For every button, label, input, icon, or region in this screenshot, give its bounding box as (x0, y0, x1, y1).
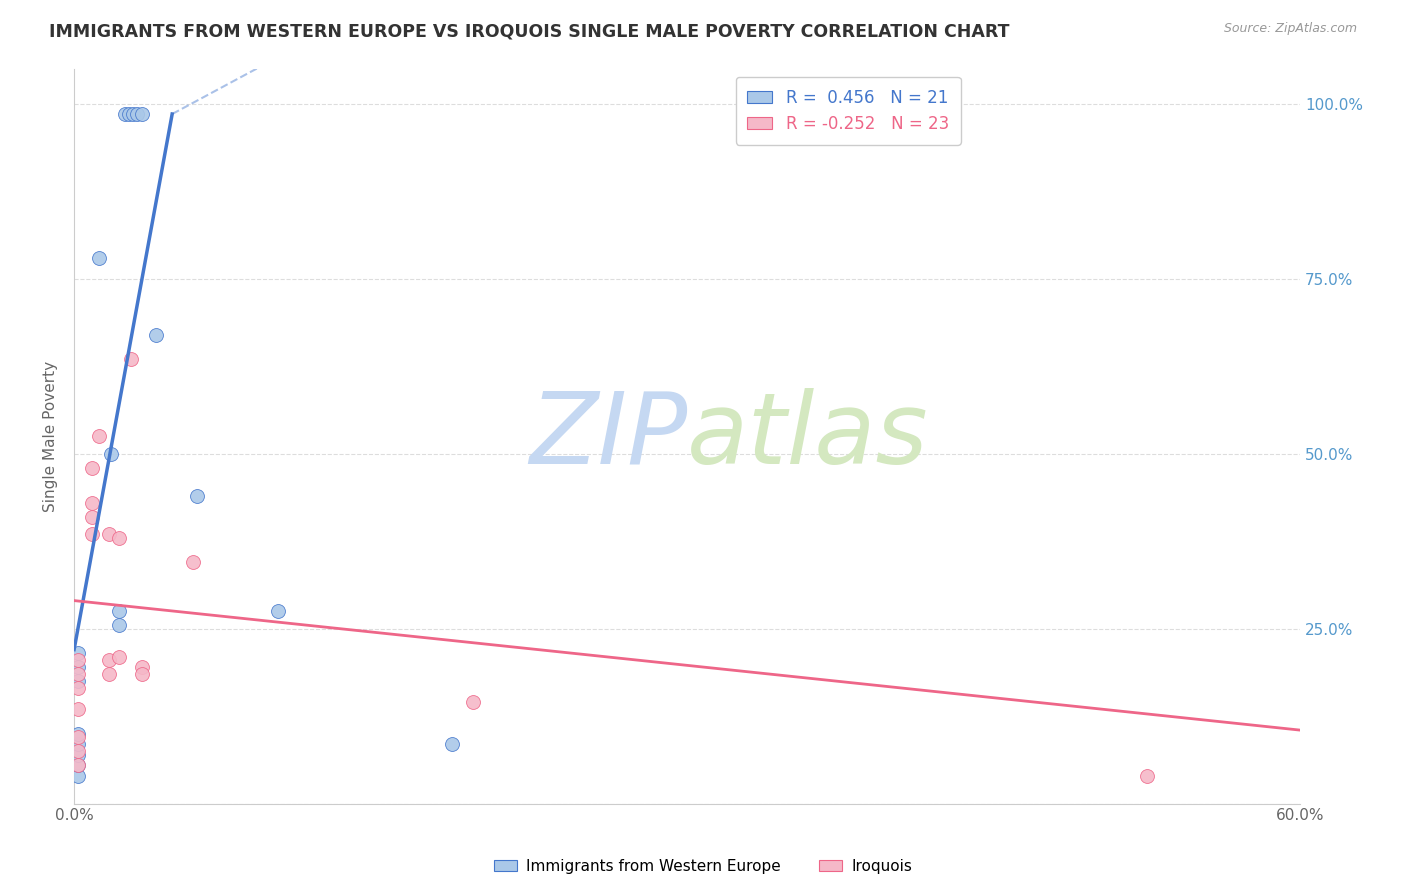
Point (122, 107, 145, 121)
Text: ZIP: ZIP (529, 387, 688, 484)
Point (67, 660, 90, 674)
Point (67, 737, 90, 751)
Point (97, 527, 120, 541)
Point (100, 446, 122, 460)
Point (181, 555, 204, 569)
Point (67, 730, 90, 744)
Point (186, 489, 208, 503)
Point (67, 747, 90, 762)
Point (267, 604, 290, 618)
Text: IMMIGRANTS FROM WESTERN EUROPE VS IROQUOIS SINGLE MALE POVERTY CORRELATION CHART: IMMIGRANTS FROM WESTERN EUROPE VS IROQUO… (49, 22, 1010, 40)
Point (87, 251, 110, 265)
Point (67, 726, 90, 740)
Point (131, 107, 153, 121)
Point (67, 758, 90, 772)
Point (67, 674, 90, 689)
Point (441, 737, 464, 751)
Point (120, 352, 142, 367)
Point (82, 495, 104, 509)
Text: Source: ZipAtlas.com: Source: ZipAtlas.com (1223, 22, 1357, 36)
Point (67, 667, 90, 681)
Point (87, 429, 110, 443)
Text: atlas: atlas (688, 387, 929, 484)
Point (67, 769, 90, 783)
Point (67, 646, 90, 660)
Point (108, 649, 131, 664)
Point (108, 531, 131, 545)
Legend: Immigrants from Western Europe, Iroquois: Immigrants from Western Europe, Iroquois (488, 853, 918, 880)
Point (97, 653, 120, 667)
Point (67, 681, 90, 695)
Point (82, 509, 104, 524)
Point (145, 327, 167, 342)
Point (131, 667, 153, 681)
Point (82, 527, 104, 541)
Y-axis label: Single Male Poverty: Single Male Poverty (44, 360, 58, 512)
Point (82, 460, 104, 475)
Point (461, 695, 484, 709)
Point (67, 653, 90, 667)
Point (67, 744, 90, 758)
Point (1136, 769, 1159, 783)
Point (67, 758, 90, 772)
Point (108, 618, 131, 632)
Point (131, 660, 153, 674)
Point (108, 604, 131, 618)
Point (97, 667, 120, 681)
Point (67, 702, 90, 716)
Point (127, 107, 149, 121)
Legend: R =  0.456   N = 21, R = -0.252   N = 23: R = 0.456 N = 21, R = -0.252 N = 23 (735, 77, 960, 145)
Point (114, 107, 136, 121)
Point (118, 107, 141, 121)
